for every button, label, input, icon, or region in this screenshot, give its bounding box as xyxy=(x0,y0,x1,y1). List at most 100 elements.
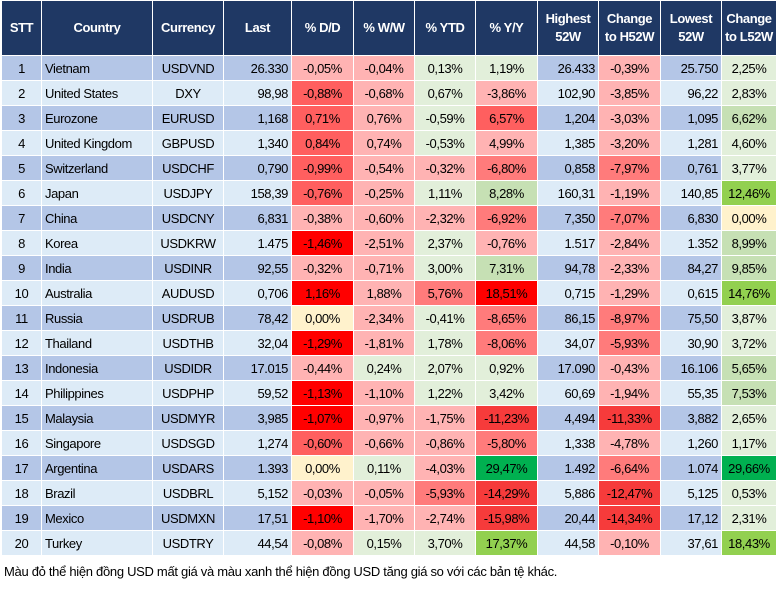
cell-high: 1,338 xyxy=(537,430,599,456)
cell-high: 1,204 xyxy=(537,105,599,131)
cell-yy: -3,86% xyxy=(475,80,538,106)
cell-stt: 19 xyxy=(1,505,42,531)
cell-last: 59,52 xyxy=(223,380,292,406)
table-row: 8 Korea USDKRW 1.475 -1,46% -2,51% 2,37% -0,76%… xyxy=(1,230,777,256)
cell-last: 1.475 xyxy=(223,230,292,256)
cell-currency: EURUSD xyxy=(152,105,224,131)
cell-country: Korea xyxy=(41,230,153,256)
cell-stt: 10 xyxy=(1,280,42,306)
cell-last: 158,39 xyxy=(223,180,292,206)
cell-yy: -0,76% xyxy=(475,230,538,256)
cell-yy: -14,29% xyxy=(475,480,538,506)
header-lowest-52w: Lowest 52W xyxy=(660,0,722,56)
header-yy: % Y/Y xyxy=(475,0,538,56)
cell-last: 44,54 xyxy=(223,530,292,556)
cell-stt: 20 xyxy=(1,530,42,556)
cell-l52: 5,65% xyxy=(721,355,777,381)
cell-ytd: 1,22% xyxy=(414,380,476,406)
cell-yy: -6,80% xyxy=(475,155,538,181)
cell-low: 17,12 xyxy=(660,505,722,531)
cell-low: 0,761 xyxy=(660,155,722,181)
cell-ww: 0,11% xyxy=(353,455,415,481)
cell-country: Philippines xyxy=(41,380,153,406)
cell-high: 20,44 xyxy=(537,505,599,531)
cell-h52: -3,85% xyxy=(598,80,661,106)
cell-high: 86,15 xyxy=(537,305,599,331)
cell-dd: 1,16% xyxy=(291,280,354,306)
cell-yy: 17,37% xyxy=(475,530,538,556)
cell-stt: 7 xyxy=(1,205,42,231)
cell-ww: -0,25% xyxy=(353,180,415,206)
cell-ww: 0,76% xyxy=(353,105,415,131)
cell-yy: 8,28% xyxy=(475,180,538,206)
cell-stt: 9 xyxy=(1,255,42,281)
table-row: 5 Switzerland USDCHF 0,790 -0,99% -0,54% -0,32… xyxy=(1,155,777,181)
cell-ytd: -0,32% xyxy=(414,155,476,181)
cell-ww: -0,54% xyxy=(353,155,415,181)
cell-country: Indonesia xyxy=(41,355,153,381)
cell-stt: 6 xyxy=(1,180,42,206)
cell-dd: -0,60% xyxy=(291,430,354,456)
cell-low: 25.750 xyxy=(660,55,722,81)
table-row: 10 Australia AUDUSD 0,706 1,16% 1,88% 5,76% 18,… xyxy=(1,280,777,306)
cell-currency: GBPUSD xyxy=(152,130,224,156)
cell-yy: 0,92% xyxy=(475,355,538,381)
cell-yy: -8,65% xyxy=(475,305,538,331)
cell-currency: USDRUB xyxy=(152,305,224,331)
cell-l52: 3,77% xyxy=(721,155,777,181)
cell-stt: 14 xyxy=(1,380,42,406)
cell-country: Vietnam xyxy=(41,55,153,81)
cell-high: 5,886 xyxy=(537,480,599,506)
cell-high: 102,90 xyxy=(537,80,599,106)
cell-l52: 9,85% xyxy=(721,255,777,281)
table-row: 14 Philippines USDPHP 59,52 -1,13% -1,10% 1,22… xyxy=(1,380,777,406)
cell-ytd: -2,74% xyxy=(414,505,476,531)
cell-dd: -1,29% xyxy=(291,330,354,356)
cell-last: 6,831 xyxy=(223,205,292,231)
cell-country: Thailand xyxy=(41,330,153,356)
cell-last: 78,42 xyxy=(223,305,292,331)
cell-l52: 14,76% xyxy=(721,280,777,306)
header-last: Last xyxy=(223,0,292,56)
cell-high: 44,58 xyxy=(537,530,599,556)
cell-ww: 1,88% xyxy=(353,280,415,306)
cell-low: 84,27 xyxy=(660,255,722,281)
cell-l52: 0,00% xyxy=(721,205,777,231)
cell-high: 4,494 xyxy=(537,405,599,431)
cell-h52: -0,43% xyxy=(598,355,661,381)
table-row: 4 United Kingdom GBPUSD 1,340 0,84% 0,74% -0,5… xyxy=(1,130,777,156)
cell-last: 1,168 xyxy=(223,105,292,131)
cell-dd: -0,08% xyxy=(291,530,354,556)
cell-h52: -1,29% xyxy=(598,280,661,306)
cell-currency: USDIDR xyxy=(152,355,224,381)
cell-country: Argentina xyxy=(41,455,153,481)
cell-low: 37,61 xyxy=(660,530,722,556)
cell-yy: 4,99% xyxy=(475,130,538,156)
cell-country: Switzerland xyxy=(41,155,153,181)
header-ww: % W/W xyxy=(353,0,415,56)
cell-country: Mexico xyxy=(41,505,153,531)
cell-dd: 0,71% xyxy=(291,105,354,131)
cell-ytd: 0,13% xyxy=(414,55,476,81)
table-row: 18 Brazil USDBRL 5,152 -0,03% -0,05% -5,93% -14… xyxy=(1,480,777,506)
cell-stt: 3 xyxy=(1,105,42,131)
cell-ytd: 5,76% xyxy=(414,280,476,306)
cell-ww: -0,60% xyxy=(353,205,415,231)
cell-h52: -5,93% xyxy=(598,330,661,356)
cell-ww: -0,66% xyxy=(353,430,415,456)
cell-ytd: -5,93% xyxy=(414,480,476,506)
cell-country: Singapore xyxy=(41,430,153,456)
cell-currency: USDMXN xyxy=(152,505,224,531)
cell-last: 0,790 xyxy=(223,155,292,181)
cell-country: Australia xyxy=(41,280,153,306)
cell-dd: -0,32% xyxy=(291,255,354,281)
cell-country: India xyxy=(41,255,153,281)
cell-ww: 0,74% xyxy=(353,130,415,156)
cell-stt: 12 xyxy=(1,330,42,356)
cell-currency: USDSGD xyxy=(152,430,224,456)
cell-country: China xyxy=(41,205,153,231)
table-row: 20 Turkey USDTRY 44,54 -0,08% 0,15% 3,70% 17,37… xyxy=(1,530,777,556)
cell-currency: USDBRL xyxy=(152,480,224,506)
header-highest-52w: Highest 52W xyxy=(537,0,599,56)
cell-high: 0,858 xyxy=(537,155,599,181)
